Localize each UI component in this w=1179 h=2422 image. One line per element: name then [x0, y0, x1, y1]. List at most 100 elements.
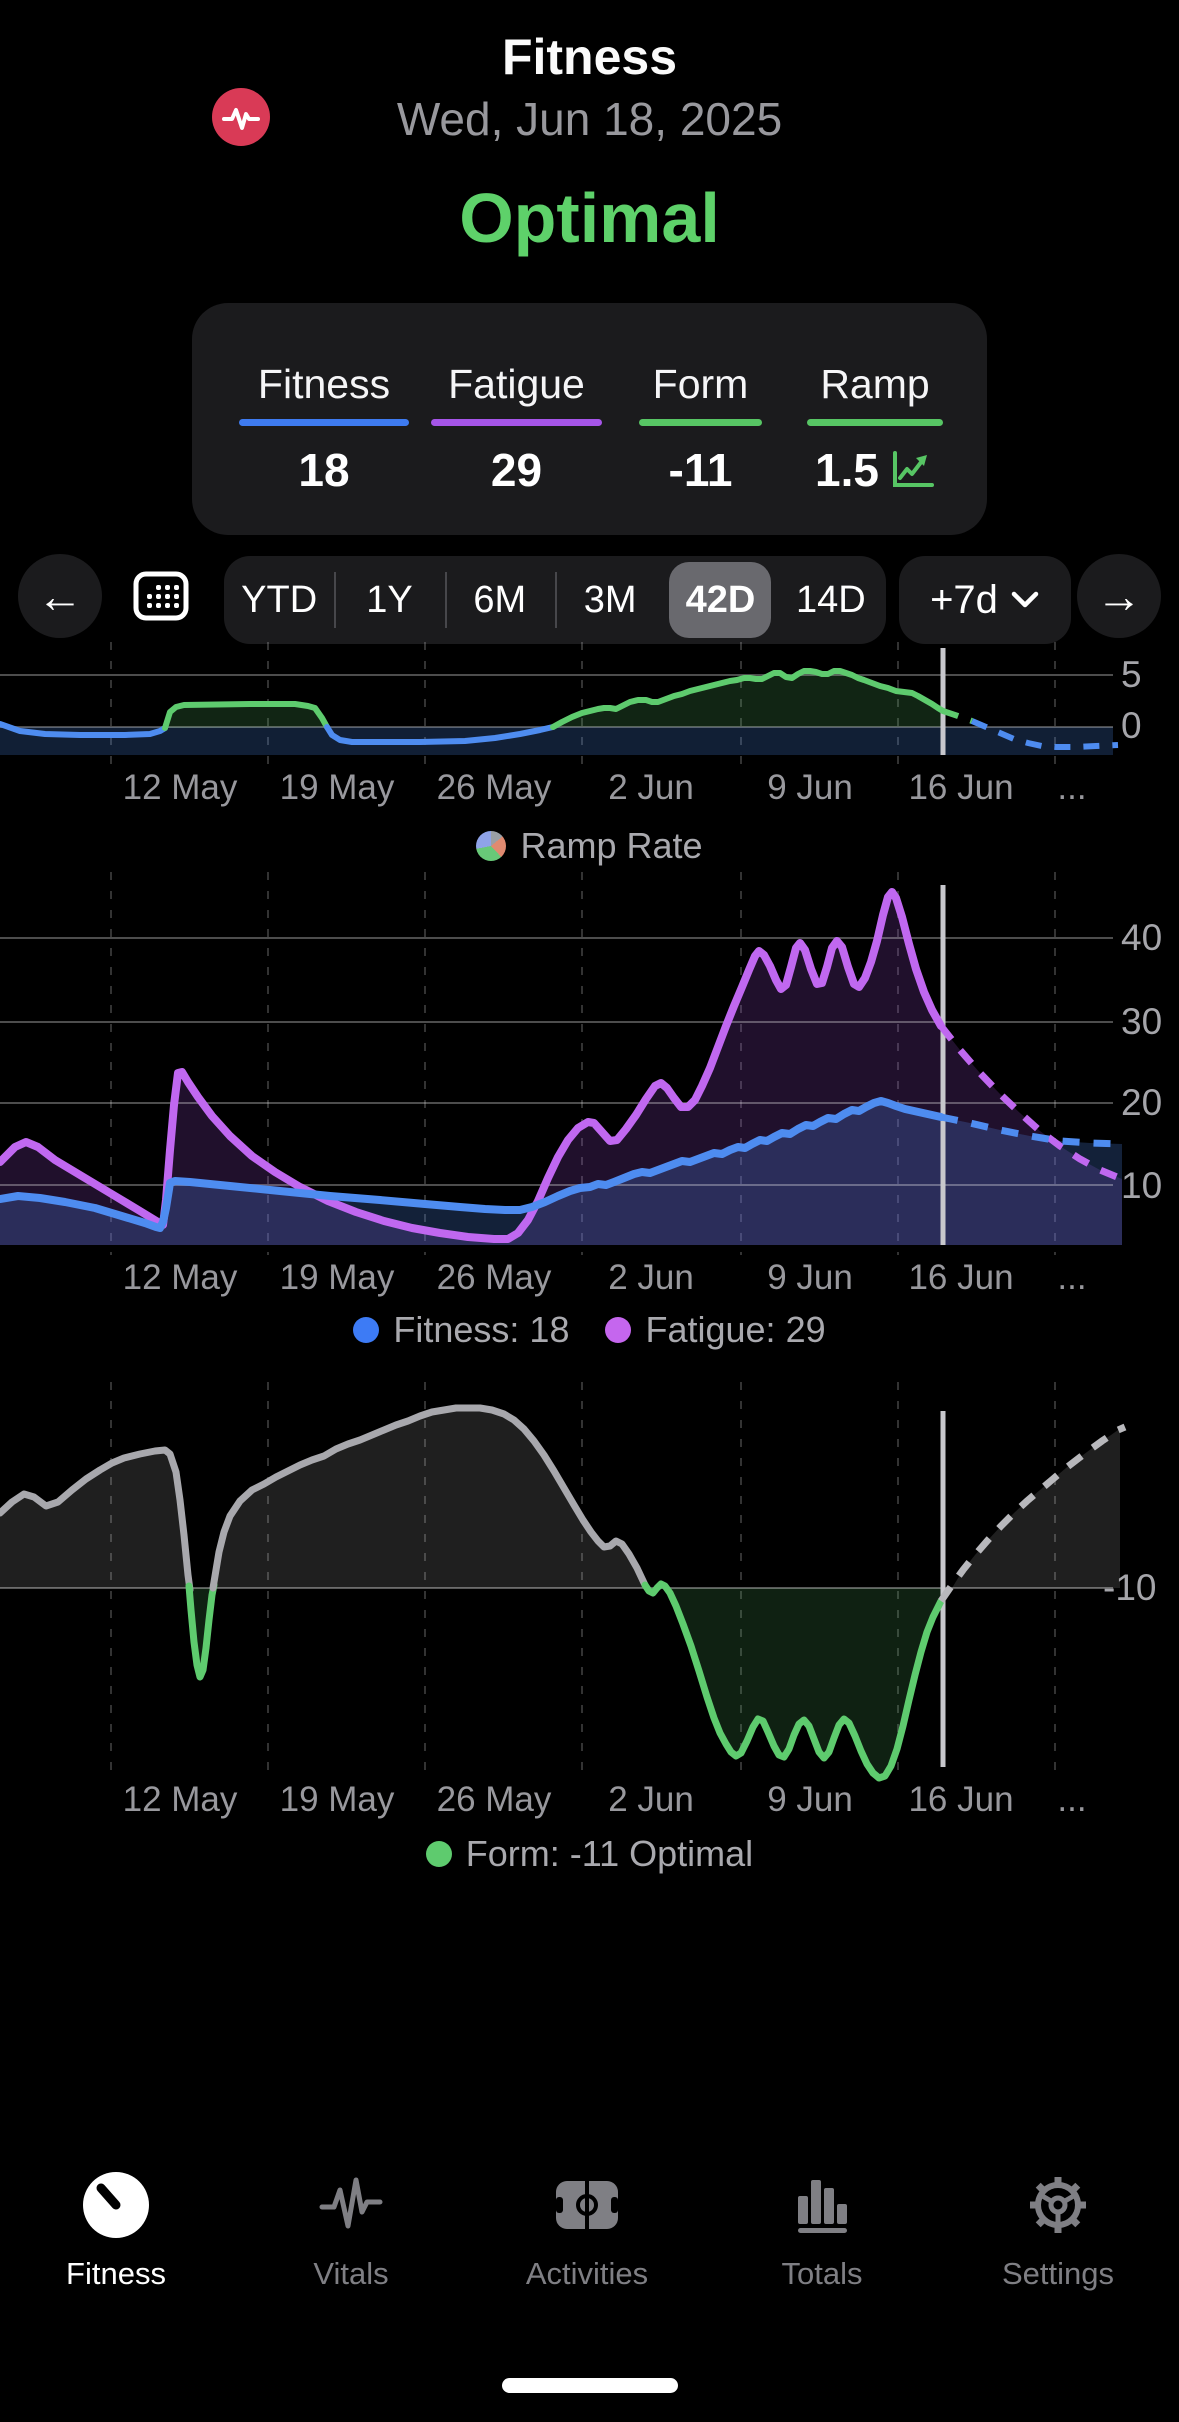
form-x-axis: 12 May 19 May 26 May 2 Jun 9 Jun 16 Jun …: [0, 1780, 1179, 1824]
form-line-green-main: [641, 1580, 945, 1782]
stats-card: Fitness 18 Fatigue 29 Form -11 Ramp 1.5: [192, 303, 987, 535]
y-axis-label: -10: [1103, 1567, 1157, 1608]
fatigue-line: [0, 888, 945, 1243]
form-line-green-dip: [185, 1581, 218, 1681]
heartbeat-icon: [212, 88, 270, 146]
ramp-projection-green: [942, 708, 974, 724]
segment-1y[interactable]: 1Y: [366, 578, 413, 621]
stat-label: Fatigue: [448, 361, 585, 407]
tab-label: Vitals: [313, 2256, 389, 2291]
selected-segment-pill: [669, 562, 771, 638]
pie-chart-icon: [476, 831, 507, 861]
y-axis-label: 40: [1121, 917, 1163, 958]
tab-label: Activities: [525, 2256, 649, 2291]
calendar-icon: [133, 571, 189, 621]
x-tick: ...: [1057, 768, 1087, 807]
x-tick: 19 May: [279, 1780, 395, 1819]
fatigue-fill: [0, 892, 1122, 1245]
gear-icon: [1030, 2177, 1086, 2233]
legend-label: Form: -11 Optimal: [465, 1833, 754, 1874]
form-fill-gray-projection: [952, 1429, 1120, 1588]
ramp-legend: Ramp Rate: [0, 824, 1179, 868]
x-tick: 16 Jun: [908, 768, 1014, 807]
x-tick: 12 May: [122, 1258, 238, 1297]
x-tick: 12 May: [122, 768, 238, 807]
segment-6m[interactable]: 6M: [473, 578, 527, 621]
tab-label: Totals: [781, 2256, 863, 2291]
stat-underline: [639, 419, 762, 426]
tab-totals[interactable]: Totals: [722, 2168, 922, 2292]
x-tick: 2 Jun: [608, 1258, 694, 1297]
legend-label: Fitness: 18: [393, 1309, 570, 1350]
home-indicator[interactable]: [502, 2378, 678, 2393]
chevron-down-icon: [1011, 591, 1039, 608]
x-tick: 19 May: [279, 768, 395, 807]
form-legend: Form: -11 Optimal: [0, 1832, 1179, 1876]
tab-vitals[interactable]: Vitals: [251, 2168, 451, 2292]
range-segmented-control: YTD 1Y 6M 3M 42D 14D: [224, 556, 886, 644]
tab-label: Settings: [1001, 2256, 1114, 2291]
x-tick: 26 May: [436, 1780, 552, 1819]
segment-divider: [445, 572, 447, 628]
segment-14d[interactable]: 14D: [795, 578, 866, 621]
form-line-gray-1: [0, 1446, 194, 1594]
below-zero-band: [0, 727, 1113, 755]
stat-value: 18: [298, 444, 350, 496]
sportscourt-icon: [556, 2181, 618, 2229]
stat-fitness: Fitness 18: [239, 303, 409, 535]
ramp-x-axis: 12 May 19 May 26 May 2 Jun 9 Jun 16 Jun …: [0, 768, 1179, 812]
form-dot-icon: [425, 1841, 452, 1867]
tab-fitness[interactable]: Fitness: [16, 2168, 216, 2292]
fatigue-projection: [938, 1023, 1124, 1183]
ramp-rate-chart[interactable]: [0, 640, 1179, 770]
x-tick: 12 May: [122, 1780, 238, 1819]
x-tick: 16 Jun: [908, 1780, 1014, 1819]
x-tick: 2 Jun: [608, 768, 694, 807]
arrow-left-icon: ←: [37, 570, 83, 622]
calendar-button[interactable]: [132, 570, 190, 622]
ff-legend: Fitness: 18 Fatigue: 29: [0, 1308, 1179, 1352]
legend-label: Ramp Rate: [520, 825, 703, 866]
offset-label: +7d: [930, 577, 998, 622]
stat-value: -11: [668, 444, 733, 496]
stat-form: Form -11: [639, 303, 762, 535]
tab-settings[interactable]: Settings: [958, 2168, 1158, 2292]
ff-x-axis: 12 May 19 May 26 May 2 Jun 9 Jun 16 Jun …: [0, 1258, 1179, 1302]
tab-activities[interactable]: Activities: [487, 2168, 687, 2292]
x-tick: 26 May: [436, 1258, 552, 1297]
forward-button[interactable]: →: [1077, 554, 1161, 638]
bar-chart-icon: [798, 2180, 847, 2233]
status-text: Optimal: [459, 179, 720, 257]
segment-3m[interactable]: 3M: [583, 578, 637, 621]
stat-value: 29: [490, 444, 543, 496]
fatigue-dot-icon: [605, 1317, 632, 1343]
y-axis-label: 10: [1121, 1165, 1163, 1206]
segment-ytd[interactable]: YTD: [241, 578, 318, 621]
stat-value: 1.5: [815, 444, 879, 496]
offset-dropdown-button[interactable]: +7d: [899, 556, 1071, 644]
x-tick: ...: [1057, 1780, 1087, 1819]
legend-label: Fatigue: 29: [645, 1309, 826, 1350]
back-button[interactable]: ←: [18, 554, 102, 638]
x-tick: 9 Jun: [767, 1258, 853, 1297]
x-tick: 19 May: [279, 1258, 395, 1297]
pulse-icon: [319, 2177, 383, 2229]
stat-label: Ramp: [820, 361, 930, 407]
vertical-gridlines: [110, 872, 1056, 1255]
stat-fatigue: Fatigue 29: [431, 303, 602, 535]
stat-underline: [807, 419, 943, 426]
stat-ramp: Ramp 1.5: [807, 303, 943, 535]
fitness-fatigue-chart[interactable]: [0, 870, 1179, 1260]
page-title: Fitness: [501, 29, 678, 85]
arrow-right-icon: →: [1096, 570, 1142, 622]
fitness-fill: [0, 1101, 1122, 1245]
segment-42d-selected[interactable]: 42D: [685, 578, 756, 621]
form-fill-gray-main: [214, 1408, 646, 1588]
form-projection: [938, 1423, 1127, 1603]
x-tick: 9 Jun: [767, 1780, 853, 1819]
form-chart[interactable]: [0, 1380, 1179, 1785]
segment-divider: [334, 572, 336, 628]
vertical-gridlines: [110, 1382, 1056, 1778]
stat-label: Form: [652, 361, 749, 407]
